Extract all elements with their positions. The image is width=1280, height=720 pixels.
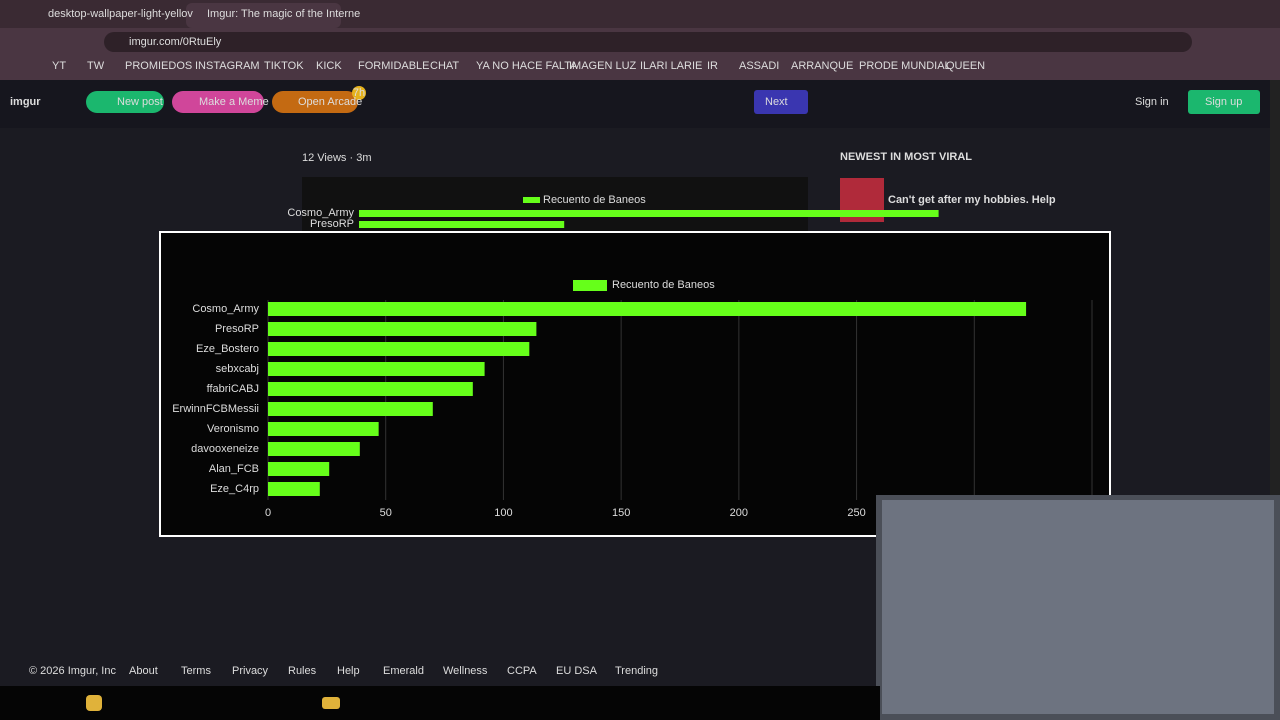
bar bbox=[268, 402, 433, 416]
legend-swatch bbox=[573, 280, 607, 291]
bookmark[interactable]: YA NO HACE FALTA bbox=[476, 60, 578, 72]
url[interactable]: imgur.com/0RtuEly bbox=[129, 36, 222, 48]
address-bar[interactable] bbox=[104, 32, 1192, 52]
footer-link[interactable]: EU DSA bbox=[556, 665, 598, 677]
stream-bar bbox=[0, 686, 880, 720]
bar bbox=[268, 342, 530, 356]
bar bbox=[268, 302, 1027, 316]
button-label: New post bbox=[117, 96, 163, 108]
bookmark[interactable]: CHAT bbox=[430, 60, 459, 72]
y-tick-label: ffabriCABJ bbox=[207, 383, 259, 395]
x-tick-label: 250 bbox=[847, 507, 865, 519]
footer-link[interactable]: Privacy bbox=[232, 665, 269, 677]
next-button[interactable] bbox=[754, 90, 808, 114]
bar bbox=[268, 422, 379, 436]
bookmark[interactable]: FORMIDABLE bbox=[358, 60, 430, 72]
bar bbox=[268, 442, 360, 456]
button-label: Next bbox=[765, 96, 788, 108]
x-tick-label: 200 bbox=[730, 507, 748, 519]
sign-in[interactable]: Sign in bbox=[1135, 96, 1169, 108]
bookmark[interactable]: YT bbox=[52, 60, 66, 72]
new-post-button[interactable] bbox=[86, 91, 164, 113]
footer-link[interactable]: Wellness bbox=[443, 665, 488, 677]
bar bbox=[268, 322, 537, 336]
y-tick-label: Alan_FCB bbox=[209, 463, 259, 475]
bookmark[interactable]: INSTAGRAM bbox=[195, 60, 260, 72]
y-tick-label: Cosmo_Army bbox=[192, 303, 259, 315]
post-meta: 12 Views · 3m bbox=[302, 152, 372, 164]
y-tick-label: Eze_C4rp bbox=[210, 483, 259, 495]
x-tick-label: 150 bbox=[612, 507, 630, 519]
scrollbar bbox=[1270, 80, 1280, 686]
bar bbox=[268, 362, 485, 376]
y-tick-label: Veronismo bbox=[207, 423, 259, 435]
sign-up-button[interactable] bbox=[1188, 90, 1260, 114]
twitch-icon bbox=[322, 697, 340, 709]
button-label: Make a Meme bbox=[199, 96, 269, 108]
footer-link[interactable]: Help bbox=[337, 665, 360, 677]
footer-link[interactable]: Rules bbox=[288, 665, 317, 677]
y-tick-label: PresoRP bbox=[215, 323, 259, 335]
x-tick-label: 0 bbox=[265, 507, 271, 519]
active-tab[interactable] bbox=[186, 3, 341, 28]
thumb-bar bbox=[359, 221, 565, 228]
bar bbox=[268, 462, 330, 476]
tab-title[interactable]: Imgur: The magic of the Interne bbox=[207, 8, 360, 20]
button-label: Open Arcade bbox=[298, 96, 362, 108]
arcade-badge bbox=[352, 86, 366, 100]
badge-label: 7h bbox=[353, 87, 365, 99]
bookmark[interactable]: QUEEN bbox=[946, 60, 985, 72]
bookmark[interactable]: IMAGEN LUZ bbox=[569, 60, 637, 72]
webcam-video bbox=[882, 500, 1274, 714]
bookmark[interactable]: IR bbox=[707, 60, 718, 72]
footer-link[interactable]: About bbox=[129, 665, 158, 677]
bookmark[interactable]: TIKTOK bbox=[264, 60, 304, 72]
x-tick-label: 50 bbox=[380, 507, 392, 519]
y-tick-label: Eze_Bostero bbox=[196, 343, 259, 355]
meme-button[interactable] bbox=[172, 91, 264, 113]
bookmark[interactable]: ILARI LARIE bbox=[640, 60, 702, 72]
bookmark[interactable]: KICK bbox=[316, 60, 342, 72]
bar bbox=[268, 482, 320, 496]
instagram-icon bbox=[86, 695, 102, 711]
logo[interactable]: imgur bbox=[10, 96, 41, 108]
tab-title[interactable]: desktop-wallpaper-light-yellov bbox=[48, 8, 193, 20]
footer-link[interactable]: Terms bbox=[181, 665, 211, 677]
bar bbox=[268, 382, 473, 396]
bookmark[interactable]: PRODE MUNDIAL bbox=[859, 60, 951, 72]
thumb-label: PresoRP bbox=[310, 218, 354, 230]
bookmark[interactable]: ASSADI bbox=[739, 60, 779, 72]
thumb-bar bbox=[359, 210, 939, 217]
y-tick-label: sebxcabj bbox=[216, 363, 259, 375]
legend-label: Recuento de Baneos bbox=[612, 279, 715, 291]
footer-link: © 2026 Imgur, Inc bbox=[29, 665, 116, 677]
x-tick-label: 100 bbox=[494, 507, 512, 519]
arcade-button[interactable] bbox=[272, 91, 358, 113]
bookmark[interactable]: ARRANQUE bbox=[791, 60, 853, 72]
thumb-legend-swatch bbox=[523, 197, 540, 203]
footer-link[interactable]: Trending bbox=[615, 665, 658, 677]
thumb-legend-label: Recuento de Baneos bbox=[543, 194, 646, 206]
y-tick-label: davooxeneize bbox=[191, 443, 259, 455]
sidebar-post[interactable]: Can't get after my hobbies. Help bbox=[888, 194, 1056, 206]
bookmark[interactable]: TW bbox=[87, 60, 105, 72]
footer-link[interactable]: Emerald bbox=[383, 665, 424, 677]
sidebar-title: NEWEST IN MOST VIRAL bbox=[840, 151, 972, 163]
y-tick-label: ErwinnFCBMessii bbox=[172, 403, 259, 415]
footer-link[interactable]: CCPA bbox=[507, 665, 537, 677]
button-label: Sign up bbox=[1205, 96, 1242, 108]
thumb-label: Cosmo_Army bbox=[287, 207, 354, 219]
bookmark[interactable]: PROMIEDOS bbox=[125, 60, 192, 72]
